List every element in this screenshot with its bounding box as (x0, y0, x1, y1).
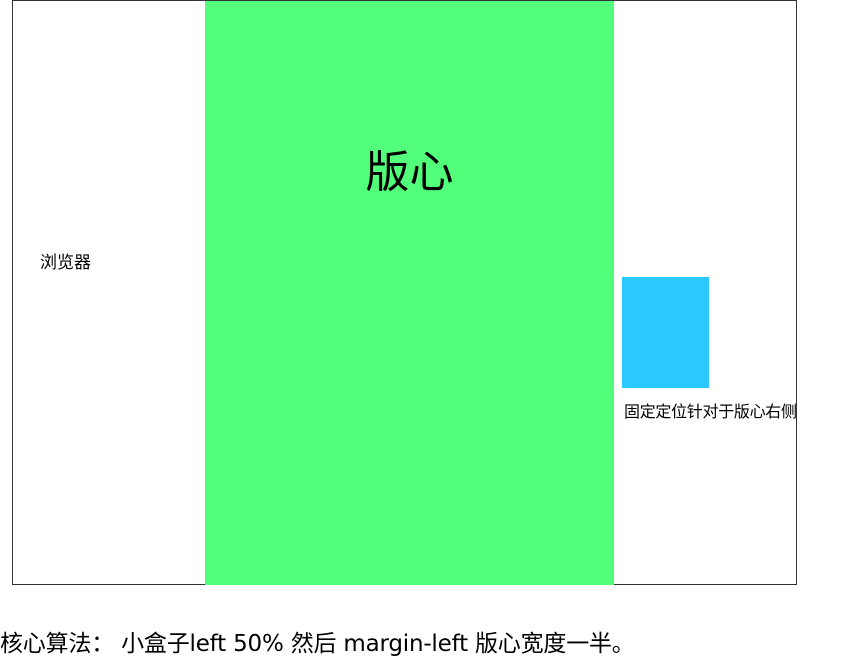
fixed-box-caption: 固定定位针对于版心右侧 (624, 402, 797, 421)
center-panel: 版心 (205, 1, 614, 585)
fixed-position-box (622, 277, 709, 388)
browser-label: 浏览器 (40, 253, 91, 273)
center-panel-label: 版心 (365, 147, 454, 198)
formula-text: 核心算法： 小盒子left 50% 然后 margin-left 版心宽度一半。 (0, 631, 635, 657)
